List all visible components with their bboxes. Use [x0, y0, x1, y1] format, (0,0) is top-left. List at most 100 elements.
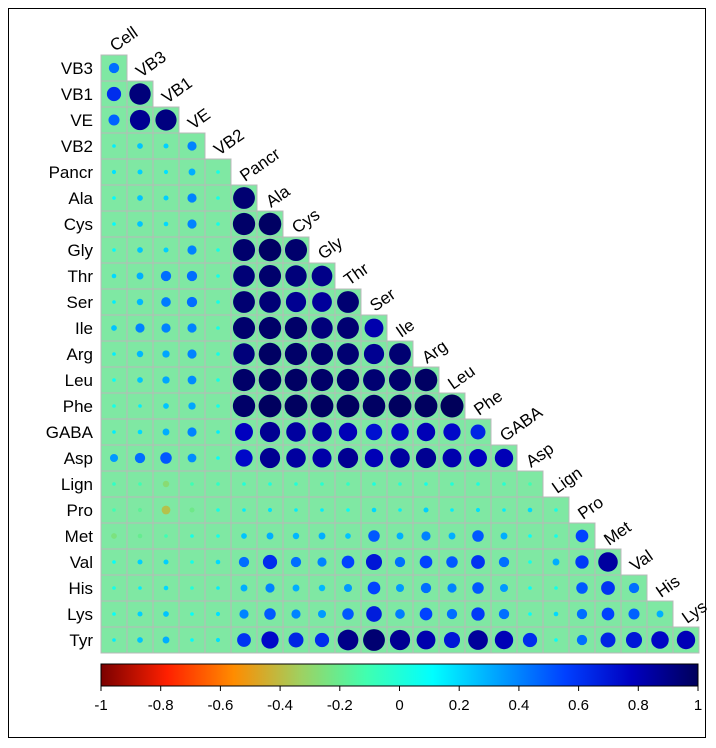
colorbar: -1 -0.8 -0.6 -0.4 -0.2 0 0.2 0.4 0.6 0.8 1 — [94, 663, 702, 714]
correlation-circle — [163, 221, 169, 227]
row-label: GABA — [46, 423, 94, 442]
correlation-circle — [163, 585, 169, 591]
correlation-circle — [419, 607, 433, 621]
correlation-circle — [336, 368, 360, 392]
correlation-circle — [396, 532, 404, 540]
correlation-circle — [186, 270, 198, 282]
row-label: VB1 — [61, 85, 93, 104]
correlation-circle — [163, 143, 169, 149]
colorbar-tick-label: -1 — [94, 697, 107, 714]
correlation-circle — [528, 586, 532, 590]
correlation-circle — [216, 456, 220, 460]
correlation-circle — [216, 430, 220, 434]
row-label: Arg — [67, 345, 93, 364]
row-label: His — [68, 579, 93, 598]
correlation-circle — [528, 482, 532, 486]
correlation-circle — [554, 638, 558, 642]
correlation-circle — [258, 368, 282, 392]
correlation-circle — [164, 534, 168, 538]
correlation-circle — [163, 247, 169, 253]
correlation-circle — [163, 403, 169, 409]
correlation-circle — [111, 169, 117, 175]
correlation-circle — [233, 187, 255, 209]
correlation-circle — [108, 114, 120, 126]
correlation-circle — [216, 482, 220, 486]
correlation-circle — [294, 508, 298, 512]
correlation-circle — [238, 556, 250, 568]
matrix-cell — [178, 626, 206, 654]
correlation-circle — [314, 632, 330, 648]
correlation-circle — [137, 221, 143, 227]
correlation-circle — [527, 507, 533, 513]
correlation-circle — [262, 554, 278, 570]
correlation-circle — [420, 582, 432, 594]
correlation-circle — [494, 448, 514, 468]
correlation-circle — [424, 482, 428, 486]
correlation-circle — [576, 608, 588, 620]
correlation-circle — [189, 507, 195, 513]
correlation-circle — [112, 612, 116, 616]
correlation-circle — [216, 222, 220, 226]
diagonal-label: Pro — [574, 493, 607, 524]
correlation-circle — [294, 482, 298, 486]
correlation-circle — [258, 316, 282, 340]
correlation-circle — [259, 447, 281, 469]
correlation-circle — [600, 632, 616, 648]
diagonal-label: Leu — [444, 361, 478, 393]
correlation-circle — [601, 607, 615, 621]
correlation-circle — [391, 423, 409, 441]
diagonal-label: Met — [600, 517, 634, 549]
correlation-circle — [258, 264, 282, 288]
correlation-circle — [284, 238, 308, 262]
correlation-circle — [284, 316, 308, 340]
row-label: Ile — [75, 319, 93, 338]
diagonal-label: VB2 — [210, 125, 247, 159]
correlation-circle — [138, 404, 142, 408]
correlation-circle — [112, 586, 116, 590]
diagonal-label: GABA — [496, 402, 546, 445]
correlation-circle — [390, 448, 410, 468]
correlation-circle — [419, 555, 433, 569]
correlation-circle — [676, 630, 696, 650]
correlation-circle — [345, 533, 351, 539]
correlation-circle — [109, 453, 119, 463]
colorbar-tick-label: -0.4 — [267, 697, 293, 714]
correlation-circle — [395, 583, 405, 593]
diagonal-label: Cell — [106, 23, 141, 55]
correlation-circle — [284, 342, 308, 366]
correlation-circle — [161, 505, 171, 515]
correlation-circle — [161, 297, 171, 307]
row-label: Asp — [64, 449, 93, 468]
colorbar-tick-label: -0.8 — [148, 697, 174, 714]
correlation-circle — [475, 507, 481, 513]
correlation-circle — [163, 195, 169, 201]
diagonal-label: Cys — [288, 205, 323, 237]
correlation-circle — [443, 423, 461, 441]
correlation-circle — [628, 608, 640, 620]
correlation-circle — [554, 586, 558, 590]
correlation-circle — [216, 534, 220, 538]
correlation-circle — [472, 582, 484, 594]
correlation-circle — [162, 350, 170, 358]
correlation-circle — [216, 248, 220, 252]
correlation-circle — [389, 343, 411, 365]
correlation-circle — [235, 423, 253, 441]
correlation-circle — [311, 317, 333, 339]
correlation-circle — [112, 430, 116, 434]
correlation-circle — [137, 637, 143, 643]
correlation-circle — [242, 508, 246, 512]
correlation-circle — [258, 238, 282, 262]
correlation-circle — [284, 368, 308, 392]
row-label: Ala — [68, 189, 93, 208]
correlation-circle — [187, 193, 197, 203]
correlation-circle — [341, 555, 355, 569]
correlation-circle — [554, 534, 558, 538]
correlation-circle — [363, 369, 385, 391]
correlation-circle — [576, 634, 588, 646]
diagonal-label: Lign — [548, 463, 585, 497]
correlation-circle — [336, 394, 360, 418]
correlation-circle — [237, 633, 251, 647]
correlation-circle — [162, 480, 170, 488]
correlation-circle — [292, 532, 300, 540]
